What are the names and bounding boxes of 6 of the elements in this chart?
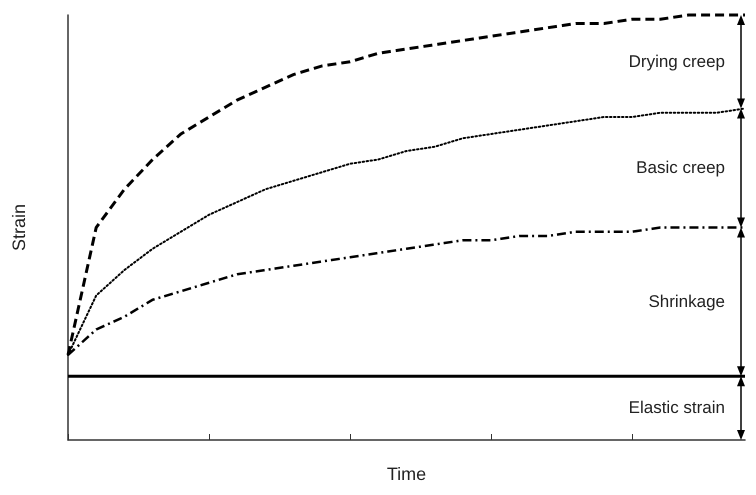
annotation: Drying creep [628,52,725,72]
y-axis-title: Strain [9,204,29,252]
annotation: Elastic strain [628,398,725,418]
x-axis-title: Time [386,464,426,484]
annotation: Shrinkage [648,292,725,312]
annotation: Basic creep [636,158,725,178]
